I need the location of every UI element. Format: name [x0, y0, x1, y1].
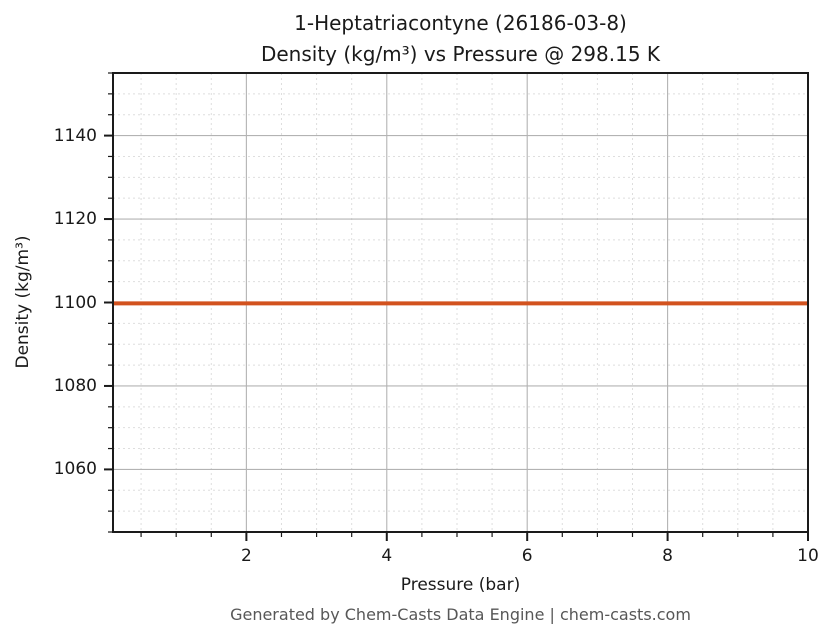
y-axis-label: Density (kg/m³): [13, 235, 33, 369]
y-tick-label: 1060: [53, 459, 97, 480]
x-tick-label: 4: [381, 546, 393, 566]
x-axis-label: Pressure (bar): [400, 575, 521, 595]
chart-title-line2: Density (kg/m³) vs Pressure @ 298.15 K: [260, 42, 661, 66]
y-tick-label: 1100: [53, 292, 97, 313]
chart-title-line1: 1-Heptatriacontyne (26186-03-8): [294, 11, 627, 35]
x-tick-label: 2: [240, 546, 252, 566]
x-tick-label: 10: [797, 546, 819, 566]
chart-title: 1-Heptatriacontyne (26186-03-8) Density …: [113, 8, 808, 70]
x-tick-label: 8: [662, 546, 673, 566]
x-tick-label: 6: [521, 546, 533, 566]
y-tick-label: 1140: [53, 125, 97, 146]
y-tick-label: 1120: [53, 209, 97, 230]
footer-attribution: Generated by Chem-Casts Data Engine | ch…: [230, 605, 691, 624]
y-tick-label: 1080: [53, 375, 97, 396]
